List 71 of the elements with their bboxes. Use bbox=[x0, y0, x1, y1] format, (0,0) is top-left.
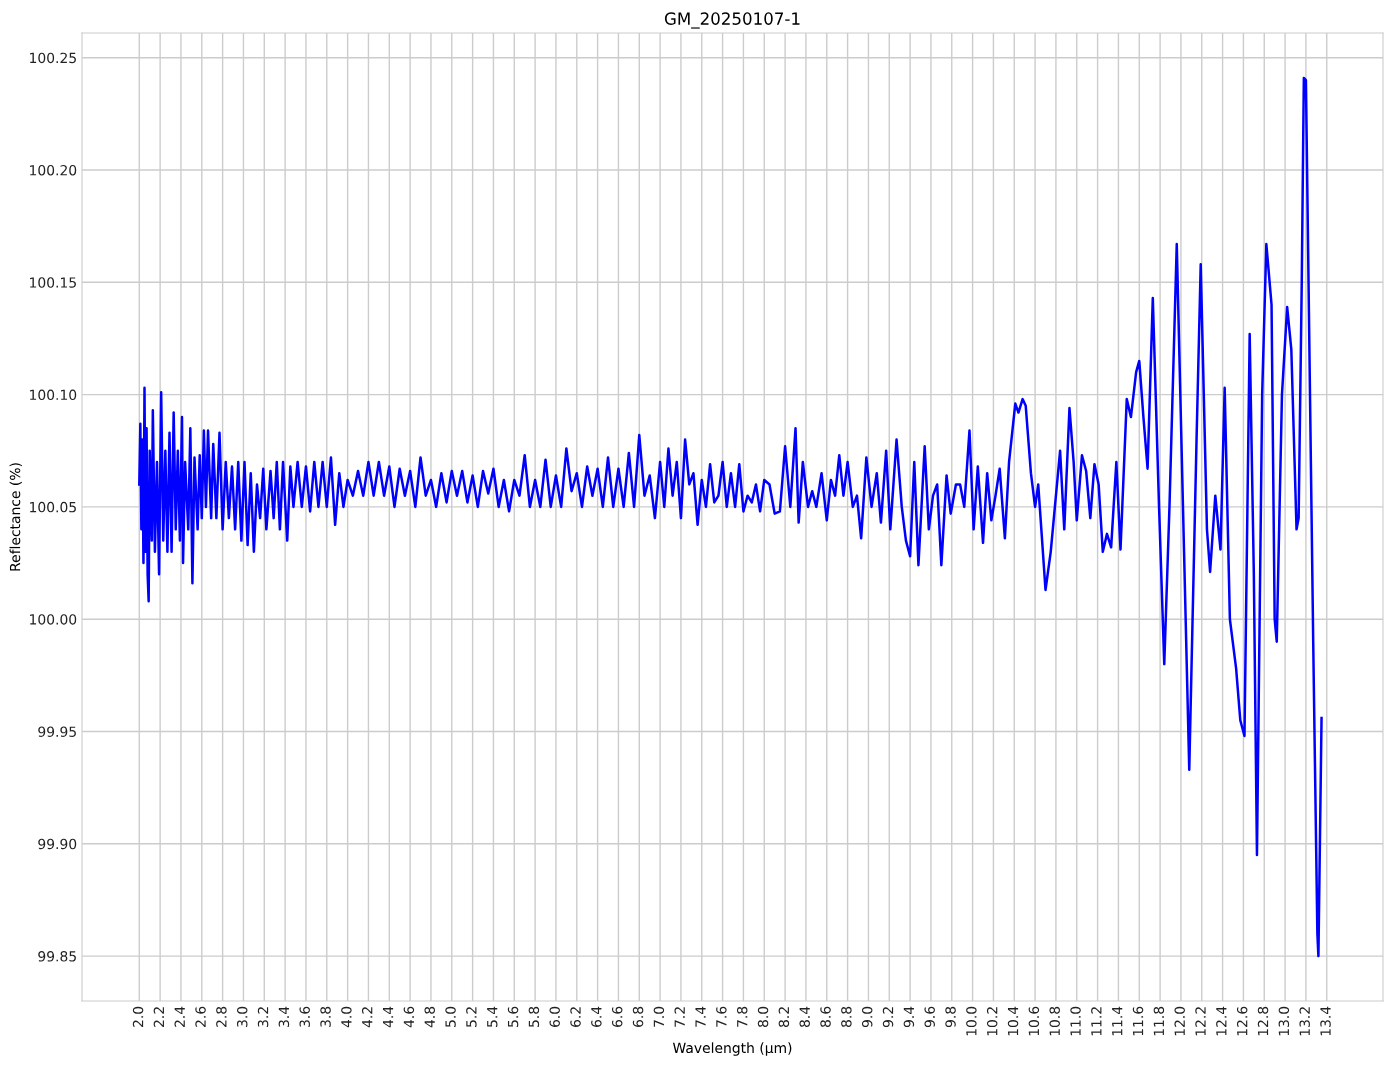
x-tick-label: 11.4 bbox=[1112, 1006, 1123, 1036]
x-tick-label: 6.2 bbox=[570, 1007, 581, 1027]
x-tick-label: 10.6 bbox=[1028, 1006, 1040, 1036]
x-tick-label: 12.0 bbox=[1174, 1006, 1185, 1036]
x-tick-label: 2.0 bbox=[132, 1006, 144, 1027]
x-tick-label: 6.4 bbox=[591, 1006, 602, 1027]
x-tick-label: 13.2 bbox=[1299, 1007, 1310, 1036]
chart-title: GM_20250107-1 bbox=[664, 12, 800, 29]
x-tick-label: 4.8 bbox=[424, 1006, 435, 1028]
x-tick-label: 7.2 bbox=[674, 1007, 685, 1027]
x-tick-label: 7.6 bbox=[716, 1006, 727, 1027]
x-tick-label: 8.8 bbox=[841, 1006, 852, 1028]
y-axis-title: Reflectance (%) bbox=[9, 463, 22, 571]
x-tick-label: 6.6 bbox=[611, 1006, 623, 1027]
x-tick-label: 4.2 bbox=[361, 1007, 373, 1028]
y-tick-label: 100.00 bbox=[30, 614, 77, 625]
x-tick-label: 8.0 bbox=[757, 1006, 769, 1028]
y-tick-label: 100.20 bbox=[30, 164, 77, 176]
x-tick-label: 8.2 bbox=[778, 1007, 790, 1028]
x-tick-label: 2.8 bbox=[216, 1006, 227, 1027]
x-tick-label: 12.4 bbox=[1216, 1006, 1227, 1036]
x-tick-label: 4.4 bbox=[382, 1006, 394, 1028]
x-tick-label: 4.0 bbox=[341, 1006, 352, 1028]
y-tick-label: 99.90 bbox=[38, 838, 77, 850]
y-tick-label: 99.95 bbox=[38, 726, 76, 737]
y-tick-label: 99.85 bbox=[38, 951, 76, 962]
x-tick-label: 11.2 bbox=[1091, 1007, 1102, 1036]
x-tick-label: 11.0 bbox=[1070, 1006, 1081, 1036]
x-tick-label: 5.0 bbox=[445, 1006, 456, 1027]
x-tick-label: 6.8 bbox=[632, 1006, 644, 1027]
x-tick-label: 11.8 bbox=[1153, 1006, 1165, 1036]
x-tick-label: 2.2 bbox=[153, 1007, 164, 1027]
x-tick-label: 10.8 bbox=[1049, 1006, 1060, 1036]
line-series bbox=[138, 76, 1323, 958]
x-tick-label: 9.6 bbox=[924, 1006, 935, 1028]
x-tick-label: 2.4 bbox=[174, 1006, 185, 1027]
x-tick-label: 5.2 bbox=[466, 1007, 477, 1027]
x-tick-label: 12.8 bbox=[1257, 1006, 1269, 1036]
x-tick-label: 10.4 bbox=[1007, 1006, 1019, 1036]
x-tick-label: 12.6 bbox=[1236, 1006, 1248, 1036]
x-tick-label: 5.8 bbox=[528, 1006, 540, 1027]
x-tick-label: 9.2 bbox=[882, 1007, 894, 1028]
x-tick-label: 5.6 bbox=[507, 1006, 519, 1027]
x-tick-label: 6.0 bbox=[549, 1006, 560, 1027]
y-tick-label: 100.25 bbox=[30, 52, 76, 64]
x-tick-label: 10.0 bbox=[966, 1006, 977, 1036]
x-tick-label: 3.0 bbox=[236, 1006, 248, 1027]
y-tick-label: 100.05 bbox=[30, 501, 76, 513]
x-tick-label: 9.0 bbox=[861, 1006, 873, 1028]
x-tick-label: 3.4 bbox=[278, 1006, 290, 1027]
x-tick-label: 5.4 bbox=[487, 1006, 498, 1027]
x-tick-label: 3.8 bbox=[320, 1006, 331, 1027]
x-axis-title: Wavelength (µm) bbox=[672, 1042, 792, 1056]
x-tick-label: 7.8 bbox=[736, 1006, 748, 1027]
y-tick-label: 100.10 bbox=[30, 389, 77, 401]
x-tick-label: 7.4 bbox=[695, 1006, 706, 1027]
x-tick-label: 13.0 bbox=[1278, 1006, 1290, 1036]
x-tick-label: 11.6 bbox=[1132, 1006, 1144, 1036]
x-tick-label: 2.6 bbox=[195, 1006, 206, 1027]
x-tick-label: 3.6 bbox=[299, 1006, 310, 1027]
x-tick-label: 3.2 bbox=[257, 1007, 269, 1027]
x-tick-label: 8.6 bbox=[820, 1006, 831, 1028]
y-tick-label: 100.15 bbox=[30, 277, 76, 288]
x-tick-label: 9.4 bbox=[903, 1006, 915, 1028]
x-tick-label: 9.8 bbox=[945, 1006, 956, 1028]
x-tick-label: 10.2 bbox=[986, 1007, 998, 1036]
x-tick-label: 4.6 bbox=[403, 1006, 415, 1028]
x-tick-label: 12.2 bbox=[1195, 1007, 1206, 1036]
x-tick-label: 8.4 bbox=[799, 1006, 810, 1028]
x-tick-label: 13.4 bbox=[1320, 1006, 1331, 1036]
x-tick-label: 7.0 bbox=[653, 1006, 665, 1027]
